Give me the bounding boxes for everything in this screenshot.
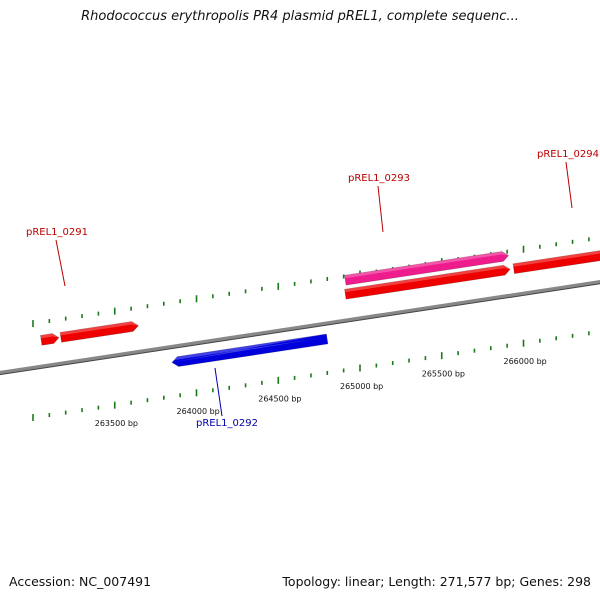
label-layer: pREL1_0291 pREL1_0292 pREL1_0293 pREL1_0294 [26, 149, 599, 429]
gene-leader-line [377, 185, 384, 233]
gene-leader-line [565, 161, 573, 209]
gene-arrow [512, 241, 600, 275]
gene-shine [40, 333, 59, 339]
gene-shine [512, 241, 600, 267]
gene-label: pREL1_0292 [196, 418, 258, 429]
gene-label: pREL1_0291 [26, 227, 88, 238]
gene-shine [344, 265, 511, 293]
gene-arrow [344, 264, 511, 300]
scale-label: 265000 bp [340, 382, 383, 391]
gene-leader-line [214, 367, 223, 417]
gene-arrow [39, 333, 60, 346]
accession-text: Accession: NC_007491 [9, 574, 152, 589]
backbone-line [0, 280, 600, 375]
tick-layer: 263500 bp 264000 bp 264500 bp 265000 bp 2655… [32, 237, 590, 428]
gene-body [344, 264, 511, 300]
gene-shine [60, 321, 139, 336]
backbone-layer [0, 280, 600, 376]
gene-shine [171, 334, 327, 363]
gene-body [171, 333, 329, 367]
scale-label: 265500 bp [422, 370, 465, 379]
scale-label: 264000 bp [177, 407, 220, 416]
pREL1_0292-arrow [171, 333, 329, 367]
gene-leader-line [55, 239, 66, 287]
scale-label: 264500 bp [258, 394, 301, 403]
topology-summary: Topology: linear; Length: 271,577 bp; Ge… [282, 574, 591, 589]
pREL1_0293-arrow [344, 251, 510, 286]
map-title: Rhodococcus erythropolis PR4 plasmid pRE… [81, 9, 519, 24]
gene-layer [39, 241, 600, 367]
scale-label: 266000 bp [504, 357, 547, 366]
gene-label: pREL1_0294 [537, 149, 599, 160]
gene-arrow [59, 321, 140, 343]
gene-body [59, 321, 140, 343]
scale-label: 263500 bp [95, 419, 138, 428]
gene-shine [344, 251, 509, 279]
gene-body [512, 241, 600, 275]
gene-label: pREL1_0293 [348, 173, 410, 184]
gene-body [39, 333, 60, 346]
gene-body [344, 251, 510, 286]
